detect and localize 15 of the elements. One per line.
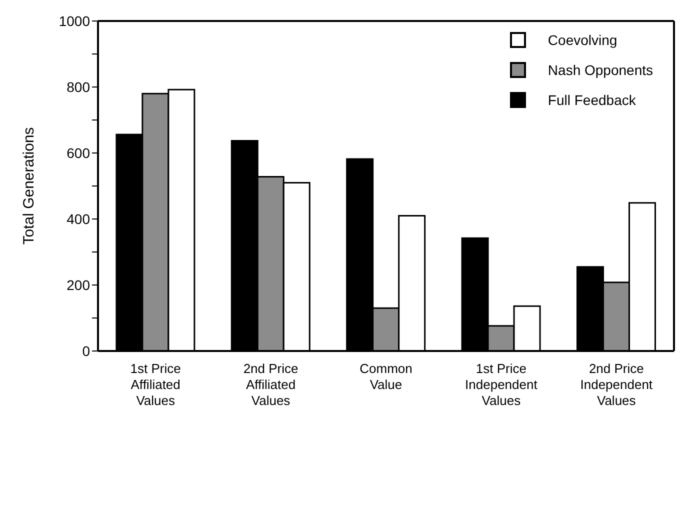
y-tick-label: 0 — [82, 342, 90, 359]
legend-label: Coevolving — [548, 32, 618, 48]
y-tick-label: 400 — [66, 210, 90, 227]
x-tick-label: 1st Price Affiliated Values — [130, 361, 181, 408]
y-tick-label: 800 — [66, 78, 90, 95]
legend-label: Nash Opponents — [548, 62, 653, 78]
y-tick-label: 600 — [66, 144, 90, 161]
y-tick-label: 200 — [66, 276, 90, 293]
x-tick-label: 1st Price Independent Values — [465, 361, 538, 408]
x-tick-label: 2nd Price Affiliated Values — [243, 361, 298, 408]
x-tick-label: Common Value — [360, 361, 412, 392]
y-tick-label: 1000 — [58, 12, 90, 29]
x-tick-label: 2nd Price Independent Values — [580, 361, 653, 408]
legend-label: Full Feedback — [548, 92, 636, 108]
y-axis-title: Total Generations — [20, 127, 38, 245]
